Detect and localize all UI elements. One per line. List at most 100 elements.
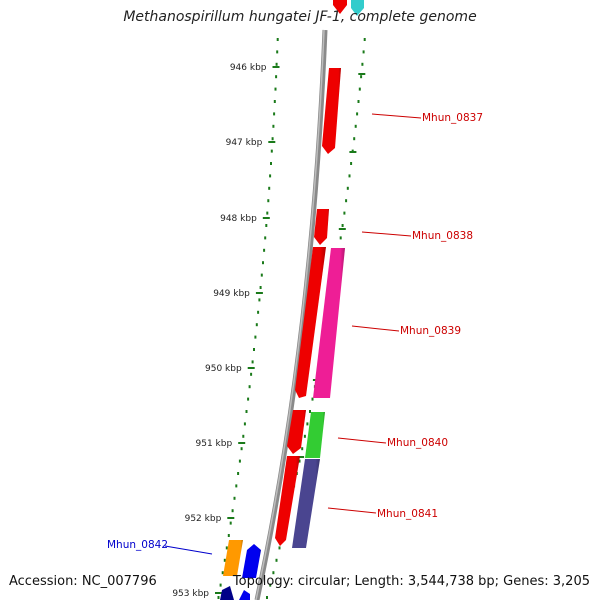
ring-dot <box>269 174 272 178</box>
gene-features <box>220 0 364 600</box>
scale-tick <box>255 292 263 294</box>
gene-feature[interactable] <box>351 0 364 16</box>
ring-dot <box>254 335 257 339</box>
ring-dot <box>217 596 220 599</box>
ring-dot <box>262 261 264 265</box>
gene-label-mhun-0837[interactable]: Mhun_0837 <box>422 112 483 124</box>
scale-tick-label: 951 kbp <box>196 439 233 449</box>
ring-dot <box>346 186 349 190</box>
genome-backbone-highlight <box>255 29 325 600</box>
scale-tick <box>238 442 246 444</box>
ring-dot <box>275 558 278 562</box>
ring-dot <box>245 410 248 413</box>
scale-tick <box>338 228 346 230</box>
gene-labels: Mhun_0837 Mhun_0838 Mhun_0839 Mhun_0840 … <box>107 112 483 551</box>
scale-tick-label: 952 kbp <box>185 514 222 524</box>
scale-tick-label: 949 kbp <box>213 289 250 299</box>
ring-dot <box>264 236 267 240</box>
ring-dot <box>276 50 279 54</box>
label-leaders <box>164 113 422 555</box>
ring-dot <box>271 137 274 141</box>
gene-feature[interactable] <box>239 590 250 600</box>
genome-title: Methanospirillum hungatei JF-1, complete… <box>123 9 477 25</box>
ring-dot <box>361 62 364 66</box>
ring-dot <box>362 50 365 54</box>
ring-dot <box>273 100 276 103</box>
ring-dot <box>354 124 357 128</box>
gene-feature[interactable] <box>220 586 234 600</box>
ring-dot <box>303 434 306 438</box>
ring-dot <box>223 558 226 562</box>
ring-dot <box>356 112 359 116</box>
ring-dot <box>227 534 230 537</box>
ring-dot <box>231 509 234 513</box>
ring-dot <box>229 521 232 525</box>
ring-dot <box>274 87 277 91</box>
gene-label-mhun-0840[interactable]: Mhun_0840 <box>387 437 448 449</box>
scale-tick <box>358 73 366 75</box>
scale-tick-label: 953 kbp <box>172 589 209 599</box>
ring-dot <box>275 75 278 79</box>
gene-label-mhun-0838[interactable]: Mhun_0838 <box>412 230 473 242</box>
ring-dot <box>357 100 360 103</box>
gene-label-mhun-0839[interactable]: Mhun_0839 <box>400 325 461 337</box>
scale-tick <box>247 367 255 369</box>
ring-dot <box>278 546 281 550</box>
scale-tick <box>215 592 222 594</box>
ring-dot <box>260 273 263 277</box>
ring-dot <box>301 447 304 451</box>
ring-dot <box>345 199 348 203</box>
scale-tick <box>268 141 276 143</box>
gene-feature[interactable] <box>333 0 347 14</box>
inner-dotted-ring <box>217 38 279 599</box>
ring-dot <box>266 596 268 599</box>
ring-dot <box>348 174 351 178</box>
ring-dot <box>358 87 361 91</box>
ring-dot <box>272 571 275 575</box>
ring-dot <box>267 199 270 203</box>
ring-dot <box>240 447 243 451</box>
ring-dot <box>353 137 356 141</box>
genome-backbone <box>254 29 328 600</box>
scale-tick-label: 947 kbp <box>226 138 263 148</box>
ring-dot <box>250 372 253 376</box>
ring-dot <box>269 583 272 587</box>
topology-text: Topology: circular; Length: 3,544,738 bp… <box>232 574 590 589</box>
ring-dot <box>298 459 301 463</box>
ring-dot <box>273 112 276 116</box>
ring-dot <box>339 236 342 240</box>
ring-dot <box>266 211 269 215</box>
ring-dot <box>350 162 353 165</box>
ring-dot <box>248 385 251 389</box>
accession-text: Accession: NC_007796 <box>9 574 157 589</box>
scale-tick-label: 946 kbp <box>230 63 267 73</box>
ring-dot <box>255 323 258 327</box>
gene-label-mhun-0842[interactable]: Mhun_0842 <box>107 539 168 551</box>
ring-dot <box>263 248 266 252</box>
ring-dot <box>258 298 261 302</box>
ring-dot <box>363 38 366 41</box>
ring-dot <box>242 434 245 438</box>
ring-dot <box>238 459 241 463</box>
gene-label-mhun-0841[interactable]: Mhun_0841 <box>377 508 438 520</box>
scale-tick-label: 948 kbp <box>220 214 257 224</box>
ring-dot <box>251 360 254 364</box>
ring-dot <box>253 348 255 351</box>
ring-dot <box>270 149 273 153</box>
ring-dot <box>268 186 271 190</box>
scale-tick <box>272 66 280 68</box>
ring-dot <box>311 397 314 401</box>
ring-dot <box>265 224 268 227</box>
scale-tick-label: 950 kbp <box>205 364 242 374</box>
ring-dot <box>233 496 236 500</box>
ring-dot <box>225 546 228 550</box>
scale-tick <box>297 456 305 458</box>
ring-dot <box>306 422 309 426</box>
scale-tick <box>227 517 235 519</box>
ring-dot <box>235 484 238 488</box>
ring-dot <box>341 224 344 227</box>
ring-dot <box>243 422 246 426</box>
ring-dot <box>259 286 262 289</box>
ring-dot <box>360 75 363 79</box>
